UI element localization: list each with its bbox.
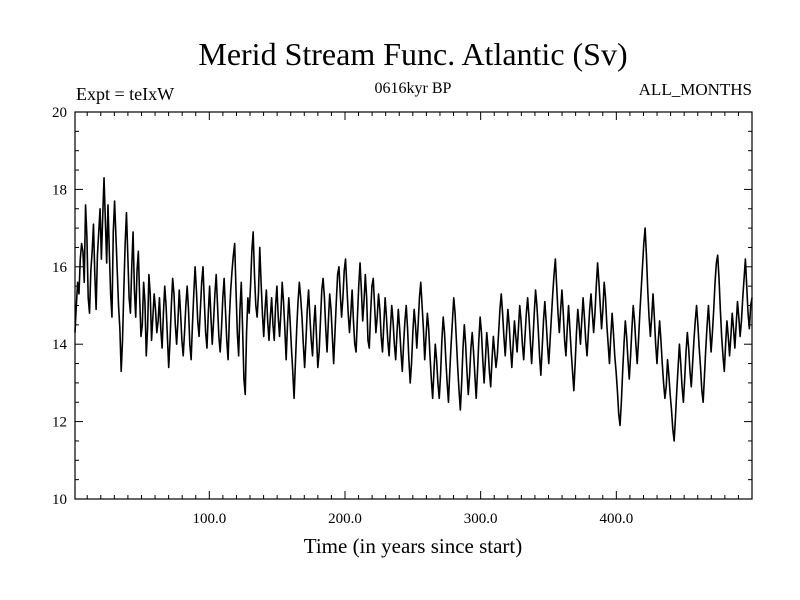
y-tick-label: 12 bbox=[52, 415, 67, 431]
x-tick-label: 400.0 bbox=[599, 511, 633, 527]
x-axis: 100.0 200.0 300.0 400.0 bbox=[192, 112, 633, 527]
x-axis-label: Time (in years since start) bbox=[304, 534, 523, 558]
x-tick-label: 200.0 bbox=[328, 511, 362, 527]
plot-area: 100.0 200.0 300.0 400.0 10 12 14 16 18 20 bbox=[52, 105, 753, 527]
y-tick-label: 14 bbox=[52, 337, 68, 353]
plot-frame bbox=[74, 111, 753, 500]
months-label: ALL_MONTHS bbox=[639, 80, 752, 99]
x-tick-label: 100.0 bbox=[192, 511, 226, 527]
y-tick-label: 18 bbox=[52, 182, 67, 198]
y-tick-label: 16 bbox=[52, 260, 68, 276]
experiment-label: Expt = teIxW bbox=[76, 84, 174, 104]
period-label: 0616kyr BP bbox=[375, 80, 452, 97]
y-tick-label: 10 bbox=[52, 492, 67, 508]
chart-title: Merid Stream Func. Atlantic (Sv) bbox=[198, 36, 627, 72]
x-tick-label: 300.0 bbox=[464, 511, 498, 527]
minor-ticks bbox=[75, 112, 752, 499]
y-axis: 10 12 14 16 18 20 bbox=[52, 105, 752, 508]
y-tick-label: 20 bbox=[52, 105, 67, 121]
series-line bbox=[74, 176, 753, 442]
